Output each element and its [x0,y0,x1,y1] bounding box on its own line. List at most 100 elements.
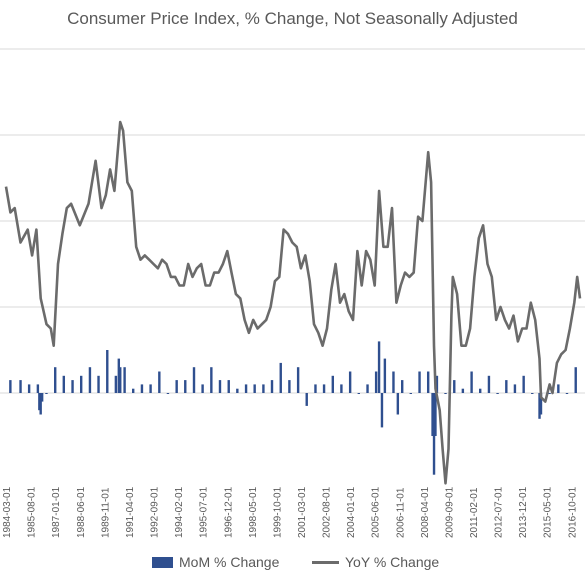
mom-bar [79,375,83,393]
mom-bar [88,367,92,393]
mom-bar [97,375,100,393]
mom-bar [479,388,482,393]
mom-bar [383,358,387,393]
mom-bar [505,380,508,393]
mom-bar [19,380,22,393]
legend-swatch-mom [152,556,173,568]
mom-bar [574,367,577,393]
mom-bar [409,393,413,394]
mom-bar [380,393,384,428]
mom-bar [487,375,491,393]
x-tick-label: 2008-04-01 [420,486,431,538]
mom-bar [431,393,434,436]
x-tick-label: 2004-01-01 [346,486,357,538]
mom-bar [288,380,291,393]
mom-bar [201,384,204,393]
mom-bar [522,375,525,393]
mom-bar [132,388,135,393]
mom-bar [262,384,265,393]
mom-bar [435,375,439,393]
legend-item-mom: MoM % Change [152,554,279,570]
mom-bars [9,341,577,475]
mom-bar [279,362,282,393]
mom-bar [210,367,213,393]
mom-bar [348,371,352,393]
mom-bar [123,367,126,393]
mom-bar [470,371,473,393]
mom-bar [539,393,543,415]
x-tick-label: 2015-05-01 [543,486,554,538]
mom-bar [377,341,381,393]
yoy-line-layer [4,120,582,485]
mom-bar [39,393,42,415]
mom-bar [114,375,118,393]
mom-bar [314,384,317,393]
mom-bar [513,384,517,393]
mom-bar [331,375,335,393]
mom-bar [38,393,41,411]
x-tick-label: 1995-07-01 [199,486,210,538]
mom-bar [418,371,421,393]
mom-bar [453,380,456,393]
x-tick-label: 1999-10-01 [272,486,283,538]
mom-bar [192,367,196,393]
mom-bar [296,367,300,393]
gridlines [0,48,585,394]
legend-label-yoy: YoY % Change [345,554,440,570]
mom-bar [496,393,499,394]
mom-bar [40,393,44,402]
x-tick-label: 1985-08-01 [27,486,38,538]
mom-bar [244,384,248,393]
mom-bar [461,388,465,393]
mom-bar [565,393,569,394]
mom-bar [374,371,378,393]
x-tick-label: 2012-07-01 [494,486,505,538]
x-tick-label: 1991-04-01 [125,486,136,538]
mom-bar [270,380,274,393]
x-tick-label: 1998-05-01 [248,486,259,538]
x-tick-label: 1994-02-01 [174,486,185,538]
mom-bar [357,393,360,394]
mom-bar [106,350,109,393]
mom-bar [149,384,152,393]
x-tick-label: 2005-06-01 [371,486,382,538]
x-tick-label: 1992-09-01 [150,486,161,538]
x-tick-label: 2016-10-01 [567,486,578,538]
mom-bar [548,393,551,394]
x-tick-label: 2001-03-01 [297,486,308,538]
yoy-line [4,120,582,485]
mom-bar [538,393,541,419]
mom-bar [444,393,447,394]
mom-bar [45,393,48,394]
legend-item-yoy: YoY % Change [312,554,439,570]
mom-bar [236,388,239,393]
mom-bar [401,380,404,393]
mom-bar [227,380,230,393]
mom-bar [305,393,308,406]
legend-swatch-yoy [312,560,339,564]
mom-bar [531,393,534,394]
mom-bar [71,380,74,393]
mom-bar [557,384,560,393]
mom-bar [253,384,256,393]
mom-bar [36,384,40,393]
mom-bar [434,393,437,436]
mom-bar [218,380,222,393]
mom-bar [396,393,400,415]
mom-bar [366,384,369,393]
mom-bar [392,371,395,393]
x-tick-label: 1987-01-01 [51,486,62,538]
x-tick-label: 2013-12-01 [518,486,529,538]
mom-bar [62,375,66,393]
mom-bar [27,384,31,393]
x-tick-label: 1988-06-01 [76,486,87,538]
legend-label-mom: MoM % Change [179,554,280,570]
mom-bar [184,380,187,393]
mom-bar [54,367,57,393]
x-tick-label: 1984-03-01 [2,486,13,538]
chart-title: Consumer Price Index, % Change, Not Seas… [67,9,518,28]
x-tick-label: 1989-11-01 [100,487,111,538]
mom-bar [432,393,436,475]
x-tick-label: 1996-12-01 [223,486,234,538]
